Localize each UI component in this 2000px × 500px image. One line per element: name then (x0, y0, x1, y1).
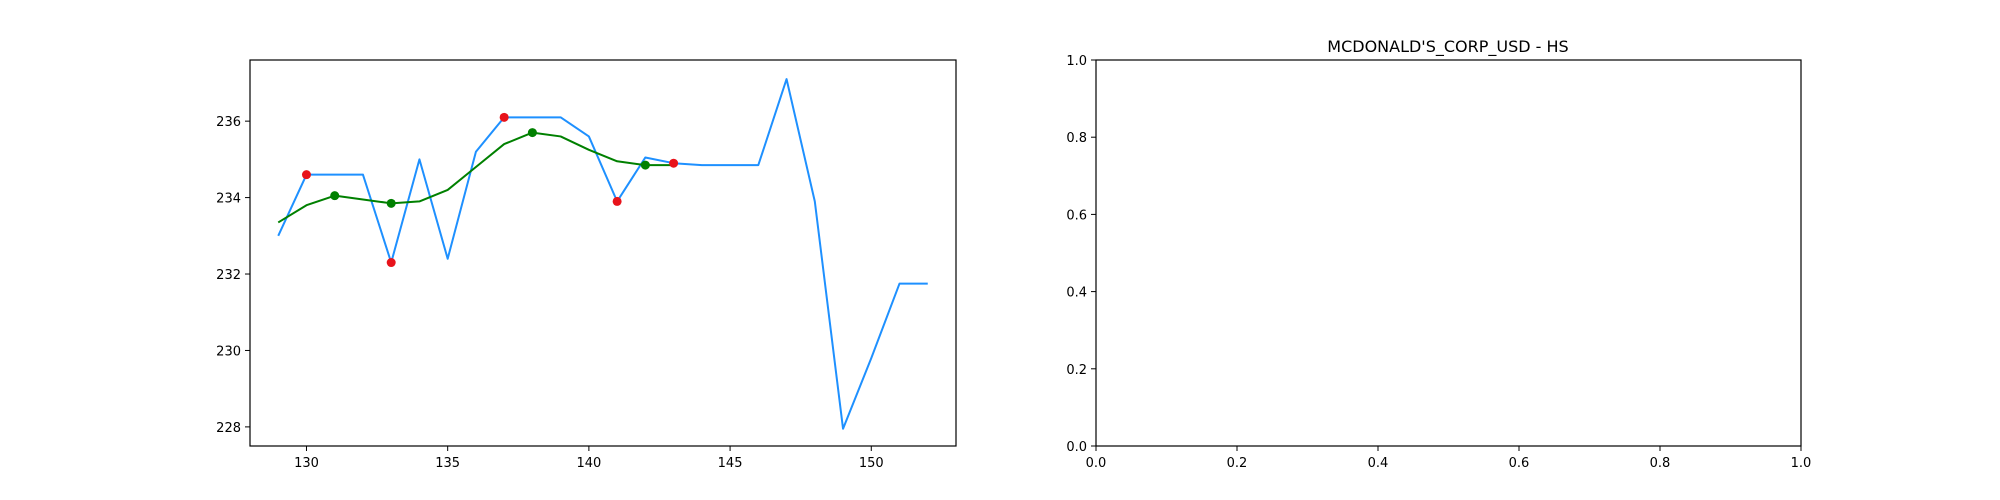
left-series-3-point (640, 160, 650, 170)
left-x-tick-label: 140 (576, 456, 601, 471)
right-y-tick-label: 0.4 (1066, 286, 1087, 301)
right-x-tick-label: 0.2 (1227, 456, 1248, 471)
left-series-2-point (669, 158, 679, 168)
right-x-tick-label: 0.6 (1509, 456, 1530, 471)
right-y-tick-label: 0.0 (1066, 440, 1087, 455)
right-chart: MCDONALD'S_CORP_USD - HS 0.0 0.2 0.4 0.6 0.8… (1066, 37, 1811, 471)
right-y-tick-label: 0.6 (1066, 208, 1087, 223)
left-series-2-point (499, 112, 509, 122)
left-x-tick-label: 145 (718, 456, 743, 471)
right-y-tick-label: 1.0 (1066, 54, 1087, 69)
right-chart-title: MCDONALD'S_CORP_USD - HS (1327, 37, 1568, 57)
right-x-tick-label: 1.0 (1791, 456, 1812, 471)
right-y-tick-label: 0.2 (1066, 363, 1087, 378)
left-y-tick-label: 234 (216, 192, 241, 207)
left-x-tick-label: 150 (859, 456, 884, 471)
right-y-tick-label: 0.8 (1066, 131, 1087, 146)
right-x-tick-label: 0.8 (1650, 456, 1671, 471)
left-chart: 130 135 140 145 150 228 230 232 234 236 (216, 59, 957, 471)
right-x-tick-label: 0.0 (1086, 456, 1107, 471)
left-y-tick-label: 232 (216, 268, 241, 283)
left-series-0-line (277, 78, 928, 430)
right-axes-frame (1095, 59, 1802, 447)
left-y-tick-label: 230 (216, 344, 241, 359)
left-axes-frame (249, 59, 957, 447)
left-series-3-point (527, 128, 537, 138)
left-series-2-point (386, 258, 396, 268)
left-y-tick-label: 236 (216, 115, 241, 130)
left-series-3-point (330, 191, 340, 201)
left-series-2-point (301, 170, 311, 180)
left-series-2-point (612, 196, 622, 206)
left-x-tick-label: 130 (294, 456, 319, 471)
left-series-1-line (277, 131, 674, 224)
left-x-tick-label: 135 (435, 456, 460, 471)
left-y-tick-label: 228 (216, 421, 241, 436)
left-series-3-point (386, 198, 396, 208)
right-x-tick-label: 0.4 (1368, 456, 1389, 471)
